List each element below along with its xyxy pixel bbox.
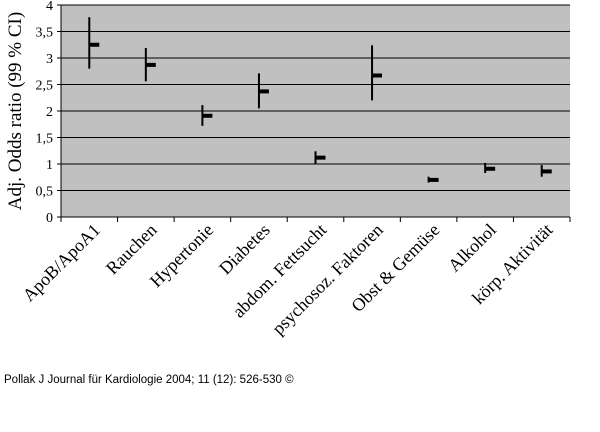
caption: Pollak J Journal für Kardiologie 2004; 1… [4, 374, 294, 386]
y-tick-labels: 0 0,5 1 1,5 2 2,5 3 3,5 4 [36, 0, 54, 226]
point-estimate [485, 166, 496, 171]
y-tick-label: 3,5 [36, 26, 54, 41]
x-tick-label: Alkohol [444, 220, 500, 276]
y-tick-label: 0,5 [36, 185, 54, 200]
chart: 0 0,5 1 1,5 2 2,5 3 3,5 4 ApoB/ApoA1RauchenHyper… [5, 0, 571, 339]
point-estimate [89, 42, 100, 47]
point-estimate [258, 89, 269, 94]
point-estimate [541, 169, 552, 174]
point-estimate [428, 177, 439, 182]
axes [57, 4, 571, 222]
point-estimate [145, 62, 156, 67]
y-tick-label: 0 [46, 211, 53, 226]
y-tick-label: 2 [46, 105, 53, 120]
point-estimate [202, 113, 213, 118]
y-axis-label: Adj. Odds ratio (99 % CI) [5, 12, 26, 210]
x-tick-labels: ApoB/ApoA1RauchenHypertonieDiabetesabdom… [19, 220, 557, 339]
point-estimate [372, 73, 383, 78]
y-tick-label: 2,5 [36, 79, 54, 94]
y-tick-label: 4 [46, 0, 53, 14]
y-tick-label: 1 [46, 158, 53, 173]
y-tick-label: 3 [46, 52, 53, 67]
error-bars [88, 17, 552, 183]
x-tick-label: ApoB/ApoA1 [19, 220, 105, 306]
y-tick-label: 1,5 [36, 132, 54, 147]
point-estimate [315, 155, 326, 160]
